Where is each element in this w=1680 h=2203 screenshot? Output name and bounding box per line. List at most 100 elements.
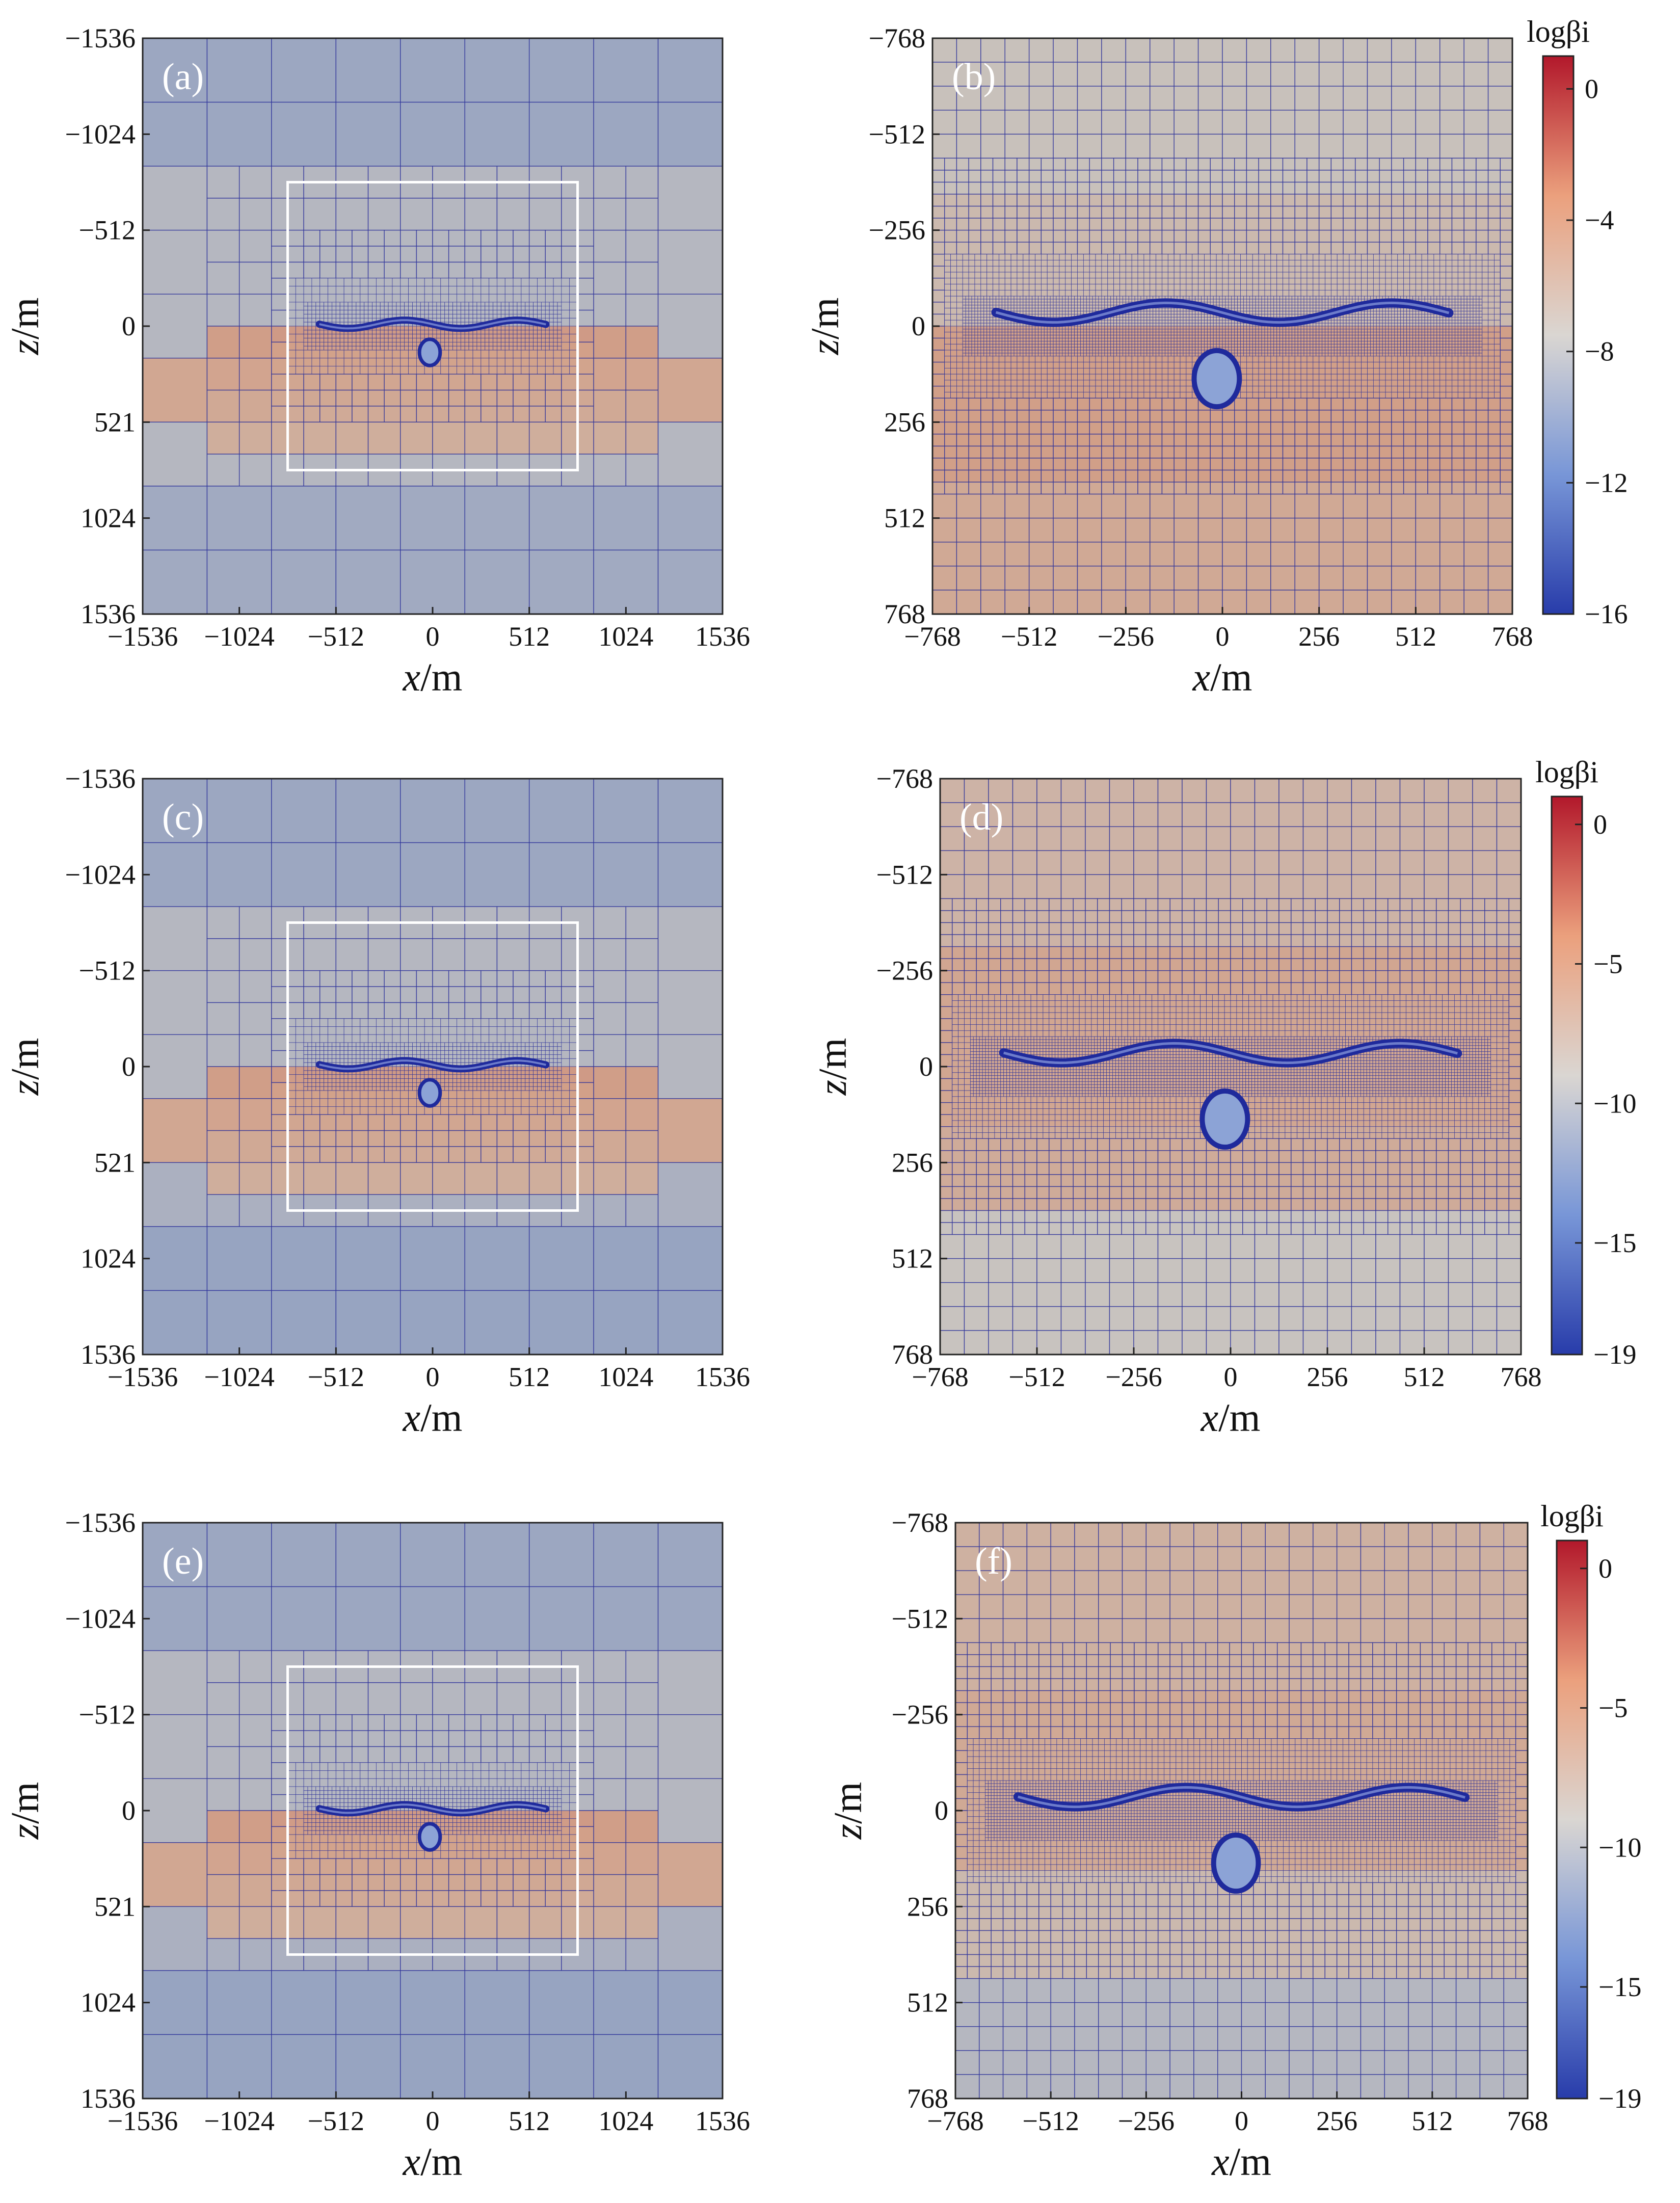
mesh-cell bbox=[956, 134, 981, 159]
mesh-cell bbox=[1041, 272, 1048, 279]
mesh-cell bbox=[1246, 266, 1253, 273]
mesh-cell bbox=[319, 346, 325, 351]
mesh-cell bbox=[360, 341, 365, 347]
mesh-cell bbox=[460, 346, 465, 351]
mesh-cell bbox=[1007, 299, 1011, 303]
mesh-cell bbox=[1053, 353, 1057, 357]
mesh-cell bbox=[513, 302, 518, 307]
mesh-cell bbox=[1219, 316, 1223, 321]
mesh-cell bbox=[1355, 323, 1359, 327]
mesh-cell bbox=[1110, 332, 1114, 336]
mesh-cell bbox=[1454, 311, 1458, 314]
mesh-cell bbox=[1044, 332, 1048, 336]
mesh-cell bbox=[1101, 302, 1105, 306]
mesh-cell bbox=[1427, 181, 1441, 195]
mesh-cell bbox=[1373, 314, 1377, 317]
mesh-cell bbox=[1004, 38, 1030, 63]
mesh-cell bbox=[489, 278, 497, 286]
mesh-cell bbox=[372, 302, 377, 307]
mesh-cell bbox=[1204, 260, 1211, 267]
mesh-cell bbox=[408, 302, 413, 307]
mesh-cell bbox=[1065, 305, 1069, 309]
mesh-cell bbox=[1170, 326, 1175, 330]
mesh-cell bbox=[1104, 353, 1108, 357]
mesh-cell bbox=[1325, 323, 1328, 327]
mesh-cell bbox=[1125, 338, 1129, 341]
mesh-cell bbox=[968, 302, 972, 306]
mesh-cell bbox=[553, 334, 558, 338]
mesh-cell bbox=[944, 181, 957, 195]
mesh-cell bbox=[1110, 316, 1114, 321]
mesh-cell bbox=[1150, 289, 1157, 297]
mesh-cell bbox=[464, 389, 482, 407]
mesh-cell bbox=[343, 317, 349, 323]
mesh-cell bbox=[420, 330, 425, 335]
mesh-cell bbox=[1352, 314, 1356, 317]
mesh-cell bbox=[384, 338, 389, 342]
mesh-cell bbox=[1137, 296, 1141, 300]
mesh-cell bbox=[448, 294, 457, 303]
mesh-cell bbox=[1113, 356, 1120, 363]
mesh-cell bbox=[1319, 296, 1322, 300]
mesh-cell bbox=[1143, 314, 1148, 317]
mesh-cell bbox=[1279, 296, 1283, 300]
mesh-cell bbox=[392, 338, 397, 342]
mesh-cell bbox=[1186, 314, 1190, 317]
mesh-cell bbox=[1500, 289, 1512, 303]
mesh-cell bbox=[464, 421, 498, 455]
mesh-cell bbox=[553, 326, 558, 331]
mesh-cell bbox=[1201, 320, 1205, 324]
mesh-cell bbox=[504, 310, 510, 314]
mesh-cell bbox=[553, 278, 562, 286]
mesh-cell bbox=[1074, 353, 1078, 357]
mesh-cell bbox=[1062, 353, 1066, 357]
mesh-cell bbox=[1479, 296, 1483, 300]
mesh-cell bbox=[1270, 181, 1284, 195]
mesh-cell bbox=[412, 346, 417, 351]
mesh-cell bbox=[977, 299, 981, 303]
mesh-cell bbox=[1029, 272, 1035, 279]
mesh-cell bbox=[1050, 353, 1054, 357]
mesh-cell bbox=[537, 306, 542, 311]
mesh-cell bbox=[1279, 302, 1283, 306]
mesh-cell bbox=[1056, 314, 1060, 317]
mesh-cell bbox=[1294, 38, 1320, 63]
mesh-cell bbox=[1452, 323, 1455, 327]
mesh-cell bbox=[1319, 254, 1325, 260]
mesh-cell bbox=[962, 302, 966, 306]
mesh-cell bbox=[537, 286, 546, 295]
mesh-cell bbox=[319, 261, 337, 279]
mesh-cell bbox=[1068, 350, 1072, 354]
mesh-cell bbox=[1047, 347, 1051, 351]
mesh-cell bbox=[1062, 314, 1066, 317]
mesh-cell bbox=[537, 366, 546, 375]
mesh-cell bbox=[1116, 320, 1120, 324]
mesh-cell bbox=[367, 261, 385, 279]
mesh-cell bbox=[271, 261, 288, 279]
mesh-cell bbox=[396, 310, 401, 314]
mesh-cell bbox=[1487, 194, 1501, 207]
mesh-cell bbox=[1150, 314, 1154, 317]
mesh-cell bbox=[1150, 260, 1157, 267]
mesh-cell bbox=[1001, 326, 1005, 330]
mesh-cell bbox=[1388, 314, 1392, 317]
mesh-cell bbox=[1267, 302, 1271, 306]
mesh-cell bbox=[1330, 229, 1344, 243]
mesh-cell bbox=[537, 314, 542, 318]
mesh-cell bbox=[400, 338, 405, 342]
mesh-cell bbox=[980, 302, 984, 306]
mesh-cell bbox=[1059, 284, 1066, 290]
mesh-cell bbox=[553, 317, 558, 323]
mesh-cell bbox=[497, 350, 505, 359]
mesh-cell bbox=[1162, 278, 1168, 285]
mesh-cell bbox=[472, 278, 482, 286]
mesh-cell bbox=[996, 299, 999, 303]
mesh-cell bbox=[950, 332, 957, 338]
mesh-cell bbox=[1041, 302, 1045, 306]
mesh-cell bbox=[1457, 260, 1464, 267]
mesh-cell bbox=[1125, 194, 1138, 207]
mesh-cell bbox=[368, 334, 372, 338]
mesh-cell bbox=[1391, 284, 1398, 290]
mesh-cell bbox=[1291, 314, 1295, 317]
mesh-cell bbox=[339, 310, 344, 314]
